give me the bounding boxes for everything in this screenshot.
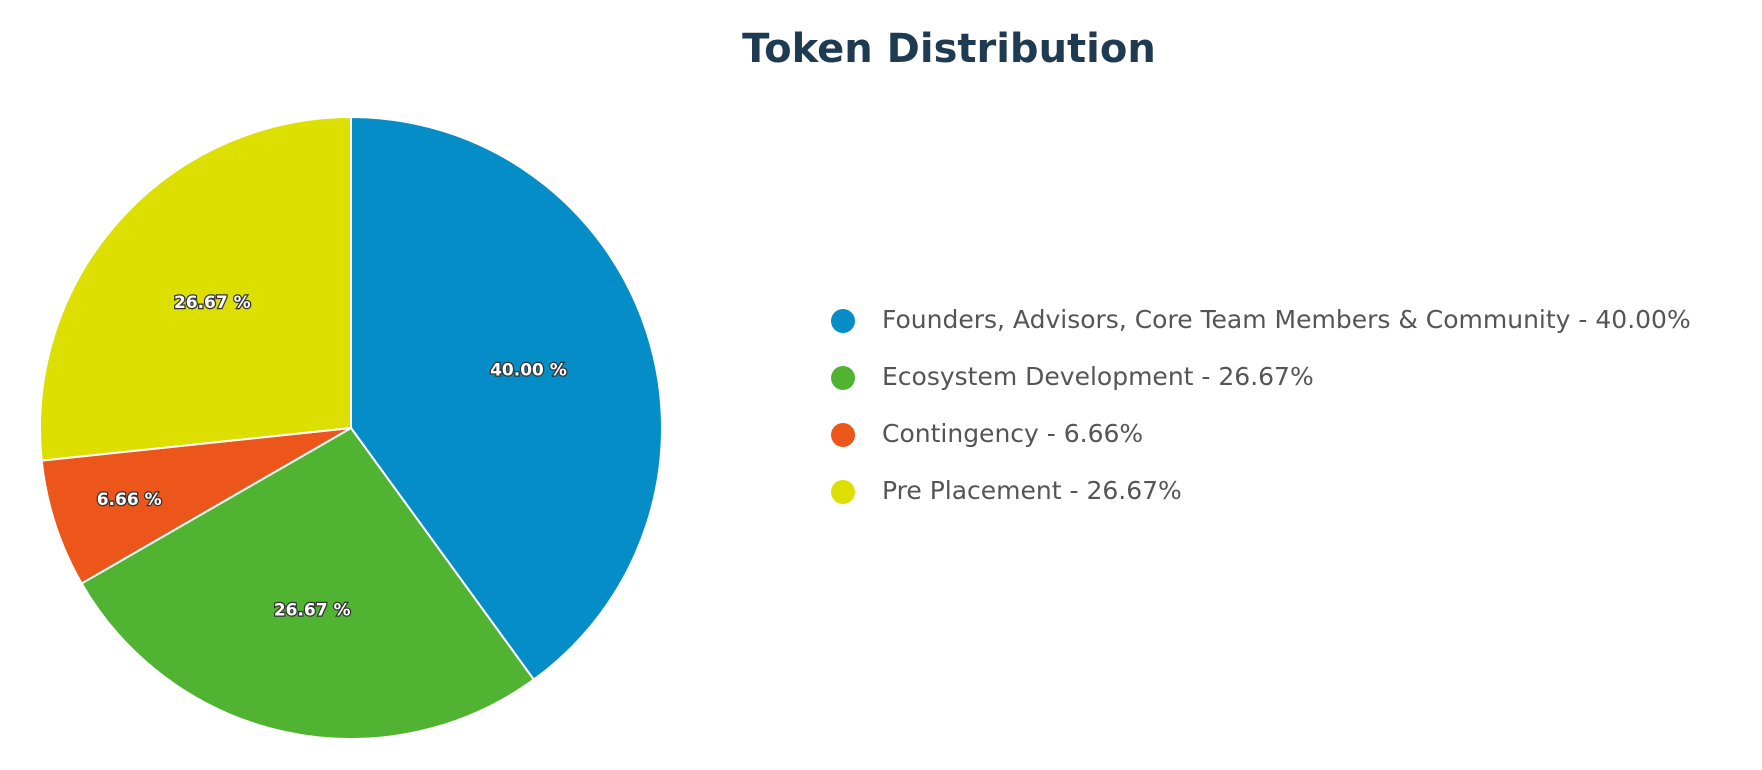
- legend-marker: [831, 309, 855, 333]
- chart-title: Token Distribution: [742, 26, 1156, 72]
- legend-marker: [831, 423, 855, 447]
- data-label: 26.67 %: [174, 293, 251, 313]
- data-label: 6.66 %: [97, 490, 162, 510]
- data-label: 26.67 %: [274, 601, 351, 621]
- legend-label: Founders, Advisors, Core Team Members & …: [882, 305, 1691, 334]
- pie-slice: [39, 115, 352, 462]
- legend-label: Pre Placement - 26.67%: [882, 476, 1182, 505]
- pie-slice: [40, 427, 352, 585]
- data-label: 40.00 %: [490, 360, 567, 380]
- pie-slice: [350, 115, 663, 682]
- legend-label: Ecosystem Development - 26.67%: [882, 362, 1314, 391]
- pie-slice: [80, 426, 536, 740]
- legend-marker: [831, 366, 855, 390]
- legend-marker: [831, 480, 855, 504]
- legend-label: Contingency - 6.66%: [882, 419, 1143, 448]
